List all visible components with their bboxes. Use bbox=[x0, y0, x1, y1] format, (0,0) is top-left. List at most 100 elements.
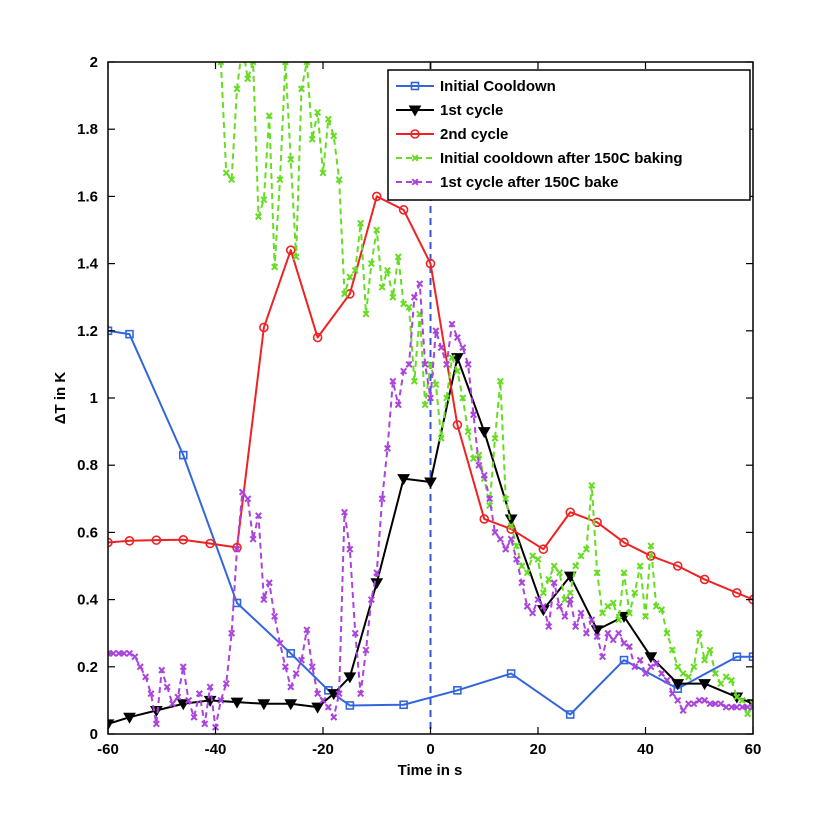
series-3-point bbox=[663, 629, 671, 637]
series-3-point bbox=[555, 569, 564, 577]
series-2-point bbox=[124, 535, 135, 546]
series-3-point bbox=[357, 219, 365, 227]
series-3-point bbox=[706, 646, 714, 654]
series-3-line bbox=[219, 62, 753, 715]
series-4-point bbox=[120, 649, 128, 657]
series-3-point bbox=[496, 377, 504, 385]
series-3-point bbox=[303, 62, 311, 66]
series-4-point bbox=[555, 602, 564, 610]
series-4-point bbox=[244, 495, 252, 503]
series-3-point bbox=[292, 253, 300, 261]
series-0-point bbox=[232, 598, 242, 608]
series-4-point bbox=[668, 690, 676, 698]
series-3 bbox=[217, 42, 753, 718]
series-1-point bbox=[257, 699, 271, 711]
series-4-point bbox=[195, 690, 203, 698]
series-3-point bbox=[539, 589, 547, 597]
series-3-point bbox=[701, 656, 709, 664]
series-2-point bbox=[398, 205, 409, 215]
series-0-point bbox=[345, 701, 355, 710]
series-1-point bbox=[311, 702, 324, 714]
series-2-point bbox=[259, 322, 269, 333]
series-4-point bbox=[486, 495, 494, 503]
series-2-point bbox=[672, 561, 683, 571]
series-4-point bbox=[727, 703, 736, 711]
series-3-point bbox=[228, 176, 236, 184]
series-4-point bbox=[174, 693, 182, 701]
series-4-point bbox=[701, 696, 709, 704]
legend: Initial Cooldown 1st cycle 2nd cycle Initia… bbox=[387, 69, 751, 201]
series-3-point bbox=[459, 394, 467, 402]
series-3-point bbox=[373, 226, 381, 234]
series-1-point bbox=[644, 652, 658, 664]
series-2-point bbox=[410, 129, 420, 139]
series-4-point bbox=[222, 680, 230, 688]
legend-label: 1st cycle after 150C bake bbox=[440, 174, 618, 191]
series-3-point bbox=[550, 562, 558, 570]
series-4-point bbox=[346, 545, 354, 553]
series-1-point bbox=[698, 679, 711, 691]
series-4-point bbox=[733, 703, 741, 711]
series-3-point bbox=[260, 196, 268, 204]
series-4-point bbox=[249, 535, 257, 543]
series-3-point bbox=[469, 454, 478, 462]
series-3-point bbox=[668, 646, 676, 654]
series-2-point bbox=[565, 507, 576, 518]
series-0-point bbox=[748, 652, 753, 662]
series-4-point bbox=[674, 696, 682, 704]
series-4-point bbox=[330, 713, 338, 721]
series-4-point bbox=[108, 649, 112, 657]
series-3-point bbox=[405, 303, 413, 311]
series-1-point bbox=[284, 699, 298, 711]
series-0-point bbox=[286, 649, 296, 658]
series-3-point bbox=[534, 555, 542, 563]
series-3-point bbox=[572, 562, 580, 570]
series-3-point bbox=[432, 381, 440, 389]
series-4-point bbox=[303, 626, 311, 634]
series-4-point bbox=[228, 629, 236, 637]
series-3-point bbox=[674, 663, 682, 671]
series-4-point bbox=[168, 700, 177, 708]
y-tick-label: 2 bbox=[90, 54, 98, 71]
series-3-point bbox=[254, 213, 263, 221]
series-3-point bbox=[308, 135, 316, 143]
series-3-point bbox=[502, 495, 510, 503]
y-tick-label: 1.6 bbox=[77, 188, 98, 205]
series-3-point bbox=[604, 602, 612, 610]
series-3-point bbox=[684, 673, 693, 681]
series-1-point bbox=[424, 477, 437, 489]
series-4-point bbox=[314, 690, 322, 698]
series-4-point bbox=[534, 596, 542, 604]
x-tick-label: 60 bbox=[745, 741, 762, 758]
series-3-point bbox=[421, 401, 429, 409]
series-4-point bbox=[389, 377, 397, 385]
series-4-point bbox=[615, 629, 623, 637]
series-4-point bbox=[254, 512, 263, 520]
series-4-point bbox=[690, 700, 698, 708]
series-4-point bbox=[604, 629, 612, 637]
series-3-point bbox=[346, 273, 354, 281]
series-3-point bbox=[711, 670, 719, 678]
series-3-point bbox=[529, 552, 537, 560]
series-4-point bbox=[281, 663, 289, 671]
series-4-point bbox=[287, 683, 295, 691]
y-tick-label: 0.8 bbox=[77, 457, 98, 474]
series-3-point bbox=[443, 394, 451, 402]
series-3-point bbox=[491, 434, 499, 442]
series-3-point bbox=[240, 42, 246, 48]
series-0-point bbox=[399, 700, 408, 710]
series-3-point bbox=[265, 112, 273, 120]
series-4-point bbox=[711, 700, 719, 708]
series-3-point bbox=[244, 75, 252, 83]
series-3-point bbox=[319, 169, 327, 177]
series-3-point bbox=[233, 85, 241, 93]
y-tick-label: 1.8 bbox=[77, 121, 98, 138]
series-2-point bbox=[371, 191, 382, 202]
series-3-point bbox=[561, 596, 569, 604]
series-1 bbox=[108, 353, 753, 731]
series-3-point bbox=[464, 428, 472, 436]
series-2-point bbox=[538, 544, 549, 555]
series-4-point bbox=[695, 696, 703, 704]
series-3-point bbox=[335, 176, 343, 184]
